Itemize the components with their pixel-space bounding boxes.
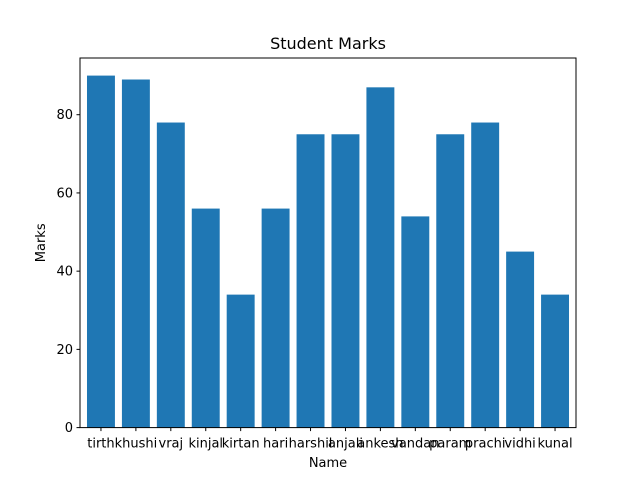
bar-tirth (86, 75, 115, 428)
y-tick-label: 80 (56, 108, 73, 123)
y-axis-ticks: 0 20 40 60 80 (56, 108, 80, 436)
chart-title: Student Marks (270, 34, 386, 53)
x-tick-label: vandan (391, 437, 439, 452)
plot-frame (79, 57, 577, 429)
y-tick-label: 0 (65, 421, 73, 436)
bar-prachi (471, 122, 500, 428)
x-tick-label: tirth (87, 437, 114, 452)
x-axis-label: Name (309, 456, 347, 471)
x-tick-label: vidhi (504, 437, 535, 452)
x-tick-label: kunal (537, 437, 572, 452)
y-tick-label: 20 (56, 343, 73, 358)
bar-vidhi (506, 251, 535, 428)
x-tick-label: hari (263, 437, 288, 452)
bar-vraj (156, 122, 185, 428)
bar-ankesh (366, 87, 395, 428)
bar-khushi (121, 79, 150, 428)
bar-vandan (401, 216, 430, 428)
bar-kunal (541, 294, 570, 428)
bar-hari (261, 208, 290, 428)
bar-kinjal (191, 208, 220, 428)
x-tick-label: vraj (159, 437, 184, 452)
bars-group (86, 75, 570, 428)
x-tick-label: kirtan (222, 437, 260, 452)
bar-harshil (296, 134, 325, 428)
y-tick-label: 40 (56, 265, 73, 280)
bar-anjali (331, 134, 360, 428)
x-tick-label: kinjal (188, 437, 223, 452)
y-tick-label: 60 (56, 186, 73, 201)
x-tick-label: khushi (115, 437, 158, 452)
x-tick-label: prachi (465, 437, 506, 452)
x-tick-label: harshil (289, 437, 333, 452)
x-tick-label: anjali (328, 437, 363, 452)
bar-param (436, 134, 465, 428)
x-tick-label: ankesh (357, 437, 403, 452)
x-tick-label: param (429, 437, 471, 452)
y-axis-label: Marks (34, 223, 49, 262)
bar-kirtan (226, 294, 255, 428)
